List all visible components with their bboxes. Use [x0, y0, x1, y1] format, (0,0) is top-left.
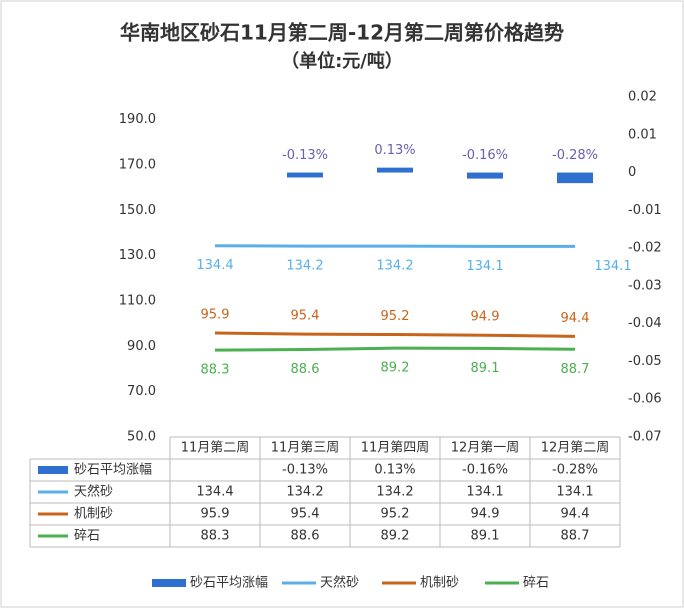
table-cell: 95.4 — [291, 507, 320, 522]
data-label: 88.6 — [291, 362, 320, 377]
y-tick-label: 170.0 — [119, 158, 156, 173]
table-key — [38, 466, 68, 474]
table-cell: -0.16% — [462, 463, 508, 478]
x-tick-label: 11月第四周 — [361, 441, 430, 456]
x-tick-label: 12月第二周 — [541, 441, 610, 456]
chart-title: 华南地区砂石11月第二周-12月第二周第价格趋势 — [120, 21, 564, 45]
table-cell: 94.9 — [471, 507, 500, 522]
data-label: 134.2 — [286, 259, 323, 274]
data-label: 94.9 — [471, 310, 500, 325]
y2-tick-label: -0.07 — [628, 430, 662, 445]
table-cell: 95.2 — [381, 507, 410, 522]
line — [214, 346, 576, 352]
table-cell: 89.2 — [381, 529, 410, 544]
table-cell: 88.6 — [291, 529, 320, 544]
data-label: 89.1 — [471, 361, 500, 376]
data-label: 134.1 — [466, 259, 503, 274]
table-cell: 95.9 — [201, 507, 230, 522]
table-cell: -0.13% — [282, 463, 328, 478]
table-cell: 134.2 — [376, 485, 413, 500]
legend-label: 砂石平均涨幅 — [190, 576, 268, 591]
chart-subtitle: （单位:元/吨） — [281, 50, 403, 72]
table-row-label: 天然砂 — [74, 484, 113, 500]
y2-tick-label: 0.01 — [628, 127, 657, 142]
data-label: 94.4 — [561, 311, 590, 326]
legend-label: 机制砂 — [420, 576, 459, 591]
y-tick-label: 190.0 — [119, 112, 156, 127]
bar — [287, 172, 323, 178]
line — [214, 331, 576, 338]
y-tick-label: 50.0 — [127, 430, 156, 445]
table-cell: 88.3 — [201, 529, 230, 544]
data-label: 95.9 — [201, 307, 230, 322]
table-row-label: 机制砂 — [74, 507, 113, 522]
data-label: 134.2 — [376, 259, 413, 274]
data-label: 95.2 — [381, 309, 410, 324]
data-label: 89.2 — [381, 361, 410, 376]
y-tick-label: 70.0 — [127, 384, 156, 399]
bar-label: -0.28% — [552, 148, 598, 163]
y2-tick-label: -0.05 — [628, 354, 662, 369]
table-cell: -0.28% — [552, 463, 598, 478]
data-label: 134.1 — [594, 259, 631, 274]
table-row-label: 碎石 — [74, 529, 100, 544]
table-cell: 94.4 — [561, 507, 590, 522]
x-tick-label: 11月第二周 — [181, 441, 250, 456]
table-cell: 0.13% — [374, 463, 415, 478]
bar-label: -0.16% — [462, 148, 508, 163]
y2-tick-label: 0 — [628, 165, 636, 180]
data-label: 95.4 — [291, 309, 320, 324]
y-tick-label: 90.0 — [127, 339, 156, 354]
table-cell: 134.4 — [196, 485, 233, 500]
y2-tick-label: -0.04 — [628, 316, 662, 331]
data-label: 88.7 — [561, 362, 590, 377]
legend-label: 碎石 — [523, 576, 549, 591]
bar — [467, 172, 503, 179]
bar-label: -0.13% — [282, 148, 328, 163]
bar — [377, 167, 413, 173]
table-cell: 88.7 — [561, 529, 590, 544]
y2-tick-label: -0.03 — [628, 278, 662, 293]
table-cell: 134.2 — [286, 485, 323, 500]
bar — [557, 172, 593, 184]
bar-label: 0.13% — [374, 143, 415, 158]
y-tick-label: 130.0 — [119, 248, 156, 263]
y2-tick-label: -0.06 — [628, 392, 662, 407]
y2-tick-label: 0.02 — [628, 90, 657, 105]
legend-label: 天然砂 — [320, 575, 359, 591]
data-label: 134.4 — [196, 258, 233, 273]
y-tick-label: 150.0 — [119, 203, 156, 218]
y2-tick-label: -0.01 — [628, 203, 662, 218]
x-tick-label: 11月第三周 — [271, 441, 340, 456]
line — [214, 244, 575, 248]
table-row-label: 砂石平均涨幅 — [74, 463, 152, 478]
table-cell: 134.1 — [556, 485, 593, 500]
table-cell: 134.1 — [466, 485, 503, 500]
legend-key — [152, 579, 186, 587]
y-tick-label: 110.0 — [119, 294, 156, 309]
x-tick-label: 12月第一周 — [451, 441, 520, 456]
data-label: 88.3 — [201, 363, 230, 378]
y2-tick-label: -0.02 — [628, 241, 662, 256]
table-cell: 89.1 — [471, 529, 500, 544]
